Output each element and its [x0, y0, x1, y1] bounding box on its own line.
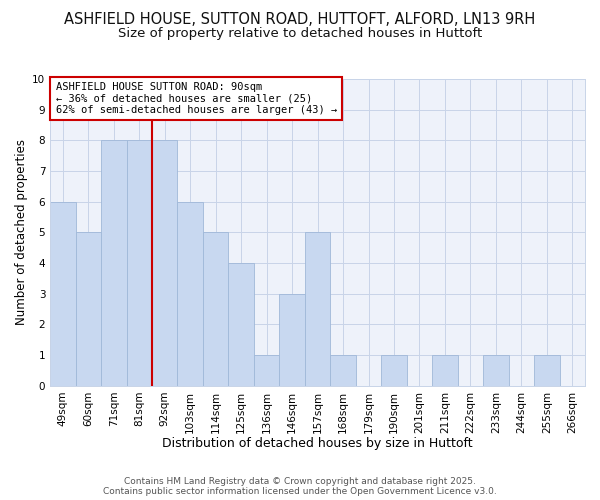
Bar	[432, 355, 458, 386]
Bar	[381, 355, 407, 386]
Y-axis label: Number of detached properties: Number of detached properties	[15, 140, 28, 326]
Bar	[331, 355, 356, 386]
Bar	[152, 140, 178, 386]
Bar	[76, 232, 101, 386]
Text: Contains HM Land Registry data © Crown copyright and database right 2025.: Contains HM Land Registry data © Crown c…	[124, 476, 476, 486]
Bar	[127, 140, 152, 386]
Bar	[254, 355, 280, 386]
Bar	[534, 355, 560, 386]
Bar	[229, 263, 254, 386]
Bar	[305, 232, 331, 386]
Bar	[280, 294, 305, 386]
Text: Size of property relative to detached houses in Huttoft: Size of property relative to detached ho…	[118, 28, 482, 40]
Bar	[483, 355, 509, 386]
Text: ASHFIELD HOUSE SUTTON ROAD: 90sqm
← 36% of detached houses are smaller (25)
62% : ASHFIELD HOUSE SUTTON ROAD: 90sqm ← 36% …	[56, 82, 337, 116]
Bar	[178, 202, 203, 386]
Bar	[101, 140, 127, 386]
X-axis label: Distribution of detached houses by size in Huttoft: Distribution of detached houses by size …	[162, 437, 473, 450]
Text: Contains public sector information licensed under the Open Government Licence v3: Contains public sector information licen…	[103, 486, 497, 496]
Bar	[50, 202, 76, 386]
Text: ASHFIELD HOUSE, SUTTON ROAD, HUTTOFT, ALFORD, LN13 9RH: ASHFIELD HOUSE, SUTTON ROAD, HUTTOFT, AL…	[64, 12, 536, 28]
Bar	[203, 232, 229, 386]
